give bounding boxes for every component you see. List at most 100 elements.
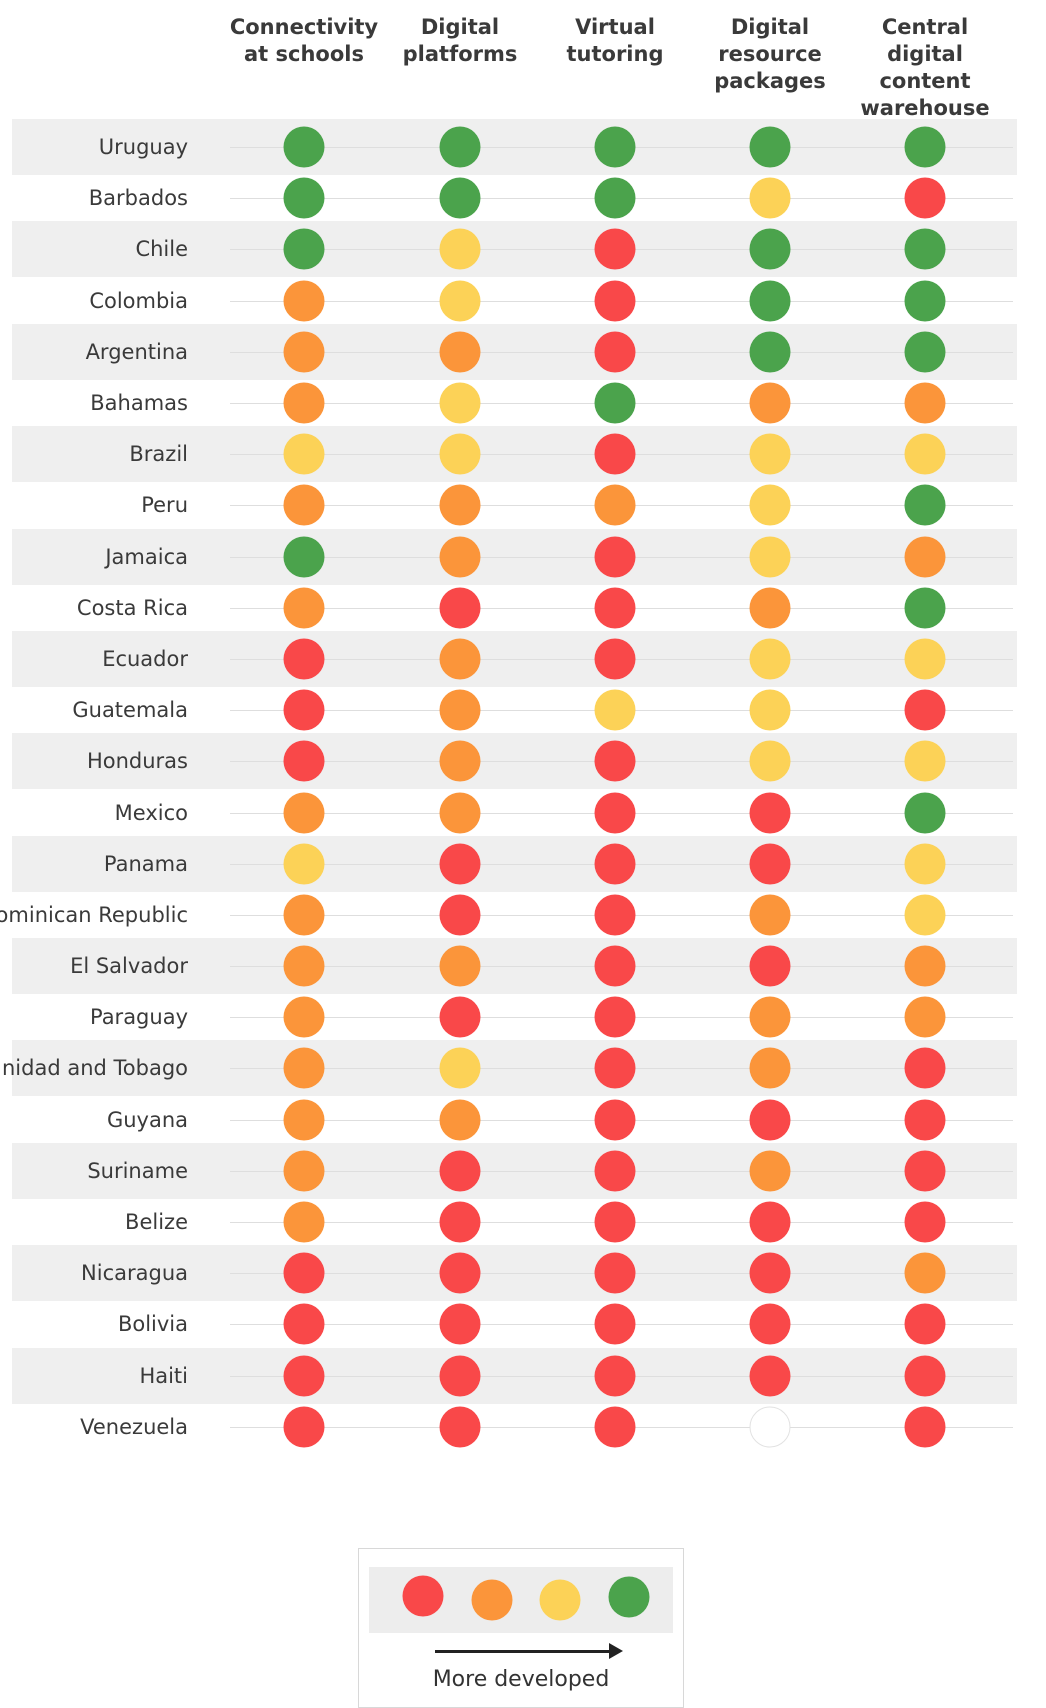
status-dot-high [904,792,946,833]
country-label: El Salvador [70,954,188,979]
status-dot-lowest [594,638,636,680]
status-dot-low [439,792,481,833]
status-dot-lowest [904,1355,946,1397]
table-row: Costa Rica [12,580,1017,636]
status-dot-lowest [594,587,636,629]
status-dot-medium [439,382,481,424]
status-dot-low [283,484,325,526]
status-dot-low [904,945,946,987]
country-label: Chile [135,237,188,262]
status-dot-low [283,331,325,373]
status-dot-low [439,536,481,578]
status-dot-lowest [594,1406,636,1448]
country-label: Colombia [89,288,188,313]
status-dot-high [594,382,636,424]
legend-dot-low [471,1579,513,1621]
country-label: Venezuela [80,1414,188,1439]
status-dot-medium [904,433,946,475]
status-dot-low [283,1099,325,1141]
status-dot-low [283,945,325,987]
status-dot-medium [439,280,481,322]
status-dot-medium [749,638,791,680]
status-dot-medium [439,1047,481,1089]
status-dot-lowest [439,996,481,1038]
column-header: Digital resource packages [714,15,826,93]
status-dot-lowest [283,1355,325,1397]
table-row: Peru [12,477,1017,533]
status-dot-lowest [439,843,481,885]
status-dot-lowest [594,228,636,270]
table-row: Nicaragua [12,1245,1017,1302]
country-label: Uruguay [98,135,188,159]
status-dot-lowest [594,433,636,475]
legend-arrow-icon [609,1643,623,1659]
status-dot-medium [904,740,946,782]
status-dot-lowest [439,1355,481,1397]
status-dot-medium [749,484,791,526]
status-dot-low [749,996,791,1038]
status-dot-low [439,740,481,782]
status-dot-low [749,382,791,424]
status-dot-low [904,536,946,578]
country-label: Bahamas [90,390,188,415]
status-dot-lowest [594,996,636,1038]
status-dot-lowest [749,1201,791,1243]
legend-label: More developed [432,1667,610,1692]
table-row: Bolivia [12,1296,1017,1352]
status-dot-lowest [283,689,325,731]
status-dot-medium [283,433,325,475]
status-dot-lowest [749,1303,791,1345]
status-dot-low [439,945,481,987]
status-dot-low [904,996,946,1038]
status-dot-high [904,126,946,168]
status-dot-lowest [594,536,636,578]
status-dot-lowest [904,1406,946,1448]
status-dot-lowest [904,1303,946,1345]
status-dot-lowest [904,1150,946,1192]
status-dot-low [439,689,481,731]
column-header: Digital platforms [402,15,518,66]
status-dot-medium [749,177,791,219]
table-row: El Salvador [12,938,1017,995]
status-dot-lowest [439,894,481,936]
status-dot-high [439,177,481,219]
status-dot-lowest [439,1406,481,1448]
country-label: Barbados [88,186,188,211]
status-dot-lowest [749,792,791,833]
status-dot-lowest [439,1201,481,1243]
status-dot-lowest [283,1303,325,1345]
status-dot-medium [439,228,481,270]
status-dot-low [439,1099,481,1141]
country-label: Mexico [114,800,188,825]
status-dot-lowest [594,1303,636,1345]
table-row: Chile [12,221,1017,278]
status-dot-low [749,587,791,629]
status-dot-lowest [904,1047,946,1089]
status-dot-high [904,587,946,629]
legend-dot-lowest [402,1575,444,1617]
legend-dot-high [608,1576,650,1618]
status-dot-lowest [283,1406,325,1448]
country-label: Costa Rica [76,595,188,620]
status-dot-lowest [439,1150,481,1192]
status-dot-low [283,1047,325,1089]
table-row: Jamaica [12,528,1017,585]
status-dot-lowest [904,689,946,731]
status-dot-high [749,228,791,270]
status-dot-low [283,280,325,322]
status-dot-lowest [594,945,636,987]
status-dot-low [904,1252,946,1294]
status-dot-lowest [594,1201,636,1243]
status-dot-high [594,177,636,219]
table-row: Bahamas [12,375,1017,431]
table-row: Dominican Republic [0,887,1017,943]
status-dot-low [594,484,636,526]
country-label: Dominican Republic [0,902,188,927]
status-dot-high [904,280,946,322]
table-row: Haiti [12,1347,1017,1404]
table-row: Mexico [12,785,1017,841]
status-dot-lowest [439,1303,481,1345]
table-row: Guyana [12,1092,1017,1148]
status-dot-high [749,126,791,168]
status-dot-high [904,331,946,373]
